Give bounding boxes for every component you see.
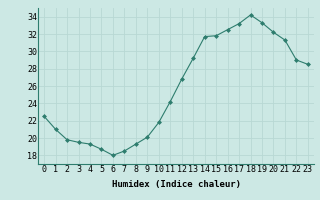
X-axis label: Humidex (Indice chaleur): Humidex (Indice chaleur) bbox=[111, 180, 241, 189]
